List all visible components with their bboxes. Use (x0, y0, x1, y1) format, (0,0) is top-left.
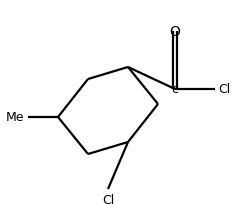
Text: Cl: Cl (219, 83, 231, 96)
Text: Cl: Cl (102, 193, 114, 204)
Text: O: O (169, 25, 180, 39)
Text: Me: Me (6, 111, 24, 124)
Text: c: c (172, 83, 178, 96)
